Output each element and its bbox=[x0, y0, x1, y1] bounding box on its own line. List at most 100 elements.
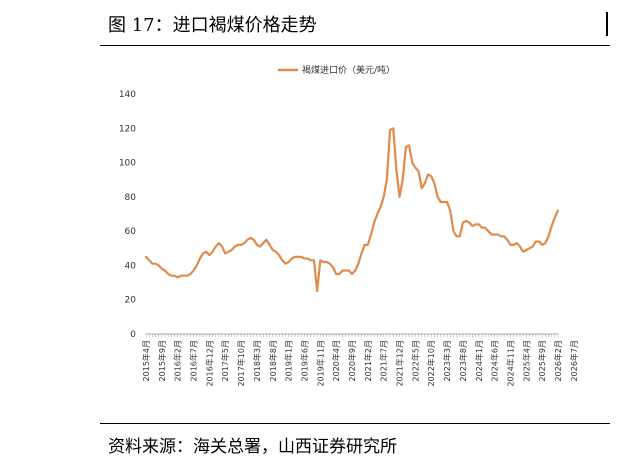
x-tick-label: 2025年4月 bbox=[521, 340, 531, 381]
y-tick-label: 20 bbox=[125, 296, 137, 306]
data-point bbox=[240, 244, 242, 246]
data-point bbox=[376, 213, 378, 215]
x-tick-label: 2018年8月 bbox=[268, 340, 278, 381]
x-tick-label: 2015年9月 bbox=[157, 340, 167, 381]
x-tick-label: 2019年11月 bbox=[315, 340, 325, 387]
x-tick-label: 2024年6月 bbox=[490, 340, 500, 381]
data-point bbox=[360, 252, 363, 255]
data-point bbox=[465, 220, 467, 222]
data-point bbox=[173, 275, 176, 277]
data-point bbox=[414, 167, 416, 169]
x-tick-label: 2016年12月 bbox=[204, 340, 214, 387]
x-tick-label: 2022年10月 bbox=[426, 340, 436, 387]
data-point bbox=[237, 244, 239, 246]
data-point bbox=[341, 269, 344, 272]
data-point bbox=[383, 196, 385, 198]
x-tick-label: 2016年2月 bbox=[173, 340, 183, 381]
data-point bbox=[370, 233, 372, 236]
data-point bbox=[161, 268, 163, 270]
data-point bbox=[551, 225, 553, 227]
data-point bbox=[386, 179, 388, 181]
y-tick-label: 40 bbox=[125, 261, 137, 271]
data-point bbox=[218, 242, 220, 244]
data-point bbox=[224, 252, 226, 255]
data-point bbox=[170, 275, 172, 277]
data-point bbox=[475, 223, 477, 225]
data-point bbox=[449, 209, 451, 212]
data-point bbox=[513, 244, 515, 246]
data-point bbox=[364, 244, 366, 246]
data-point bbox=[259, 245, 261, 248]
data-point bbox=[408, 144, 410, 147]
data-point bbox=[189, 273, 191, 275]
data-point bbox=[500, 235, 502, 237]
data-point bbox=[249, 237, 252, 239]
y-tick-label: 100 bbox=[119, 159, 136, 169]
data-point bbox=[389, 129, 391, 131]
data-point bbox=[230, 249, 233, 251]
data-point bbox=[348, 269, 350, 272]
data-point bbox=[272, 249, 274, 251]
y-tick-label: 60 bbox=[125, 227, 137, 237]
data-point bbox=[490, 233, 493, 236]
data-point bbox=[544, 242, 546, 244]
x-tick-label: 2020年9月 bbox=[347, 340, 357, 381]
data-point bbox=[509, 244, 512, 246]
data-point bbox=[303, 257, 306, 260]
data-point bbox=[487, 230, 489, 232]
data-point bbox=[208, 254, 210, 256]
x-tick-label: 2017年5月 bbox=[220, 340, 230, 381]
data-point bbox=[528, 247, 531, 249]
data-point bbox=[319, 259, 321, 261]
series-line bbox=[144, 127, 560, 293]
data-point bbox=[158, 264, 160, 267]
data-point bbox=[351, 273, 353, 275]
x-tick-label: 2019年1月 bbox=[284, 340, 294, 381]
x-tick-label: 2019年6月 bbox=[299, 340, 309, 381]
data-point bbox=[145, 256, 147, 258]
data-point bbox=[294, 256, 296, 258]
data-point bbox=[313, 259, 315, 261]
data-point bbox=[326, 261, 328, 263]
data-point bbox=[151, 263, 153, 265]
x-axis bbox=[145, 333, 559, 337]
x-tick-label: 2023年3月 bbox=[442, 340, 452, 381]
data-point bbox=[307, 257, 309, 260]
data-point bbox=[288, 261, 290, 263]
data-point bbox=[284, 263, 287, 265]
adjacent-figure-edge bbox=[606, 12, 620, 36]
data-point bbox=[269, 244, 271, 246]
data-point bbox=[417, 170, 420, 172]
data-point bbox=[300, 256, 302, 258]
data-point bbox=[354, 269, 356, 272]
data-point bbox=[183, 275, 185, 277]
data-point bbox=[411, 161, 413, 164]
y-axis: 0 20 40 60 80 100 120 140 bbox=[119, 90, 136, 340]
x-tick-label: 2021年12月 bbox=[395, 340, 405, 387]
figure-title: 图 17：进口褐煤价格走势 bbox=[108, 15, 317, 36]
data-point bbox=[148, 259, 150, 261]
data-point bbox=[367, 244, 369, 246]
data-point bbox=[494, 233, 496, 236]
data-point bbox=[221, 245, 223, 248]
data-point bbox=[433, 182, 435, 184]
data-point bbox=[316, 290, 318, 292]
data-point bbox=[345, 269, 347, 272]
y-tick-label: 80 bbox=[125, 193, 137, 203]
data-point bbox=[196, 264, 198, 267]
data-point bbox=[557, 209, 559, 212]
data-point bbox=[322, 261, 325, 263]
data-point bbox=[522, 251, 524, 253]
data-point bbox=[154, 263, 157, 265]
data-point bbox=[481, 227, 483, 229]
data-point bbox=[227, 251, 229, 253]
data-point bbox=[532, 245, 534, 248]
data-point bbox=[167, 273, 169, 275]
data-point bbox=[497, 233, 499, 236]
data-point bbox=[525, 249, 527, 251]
data-point bbox=[234, 245, 236, 248]
top-divider bbox=[100, 45, 610, 46]
data-point bbox=[554, 216, 556, 219]
data-point bbox=[297, 256, 299, 258]
series-points bbox=[145, 127, 559, 292]
